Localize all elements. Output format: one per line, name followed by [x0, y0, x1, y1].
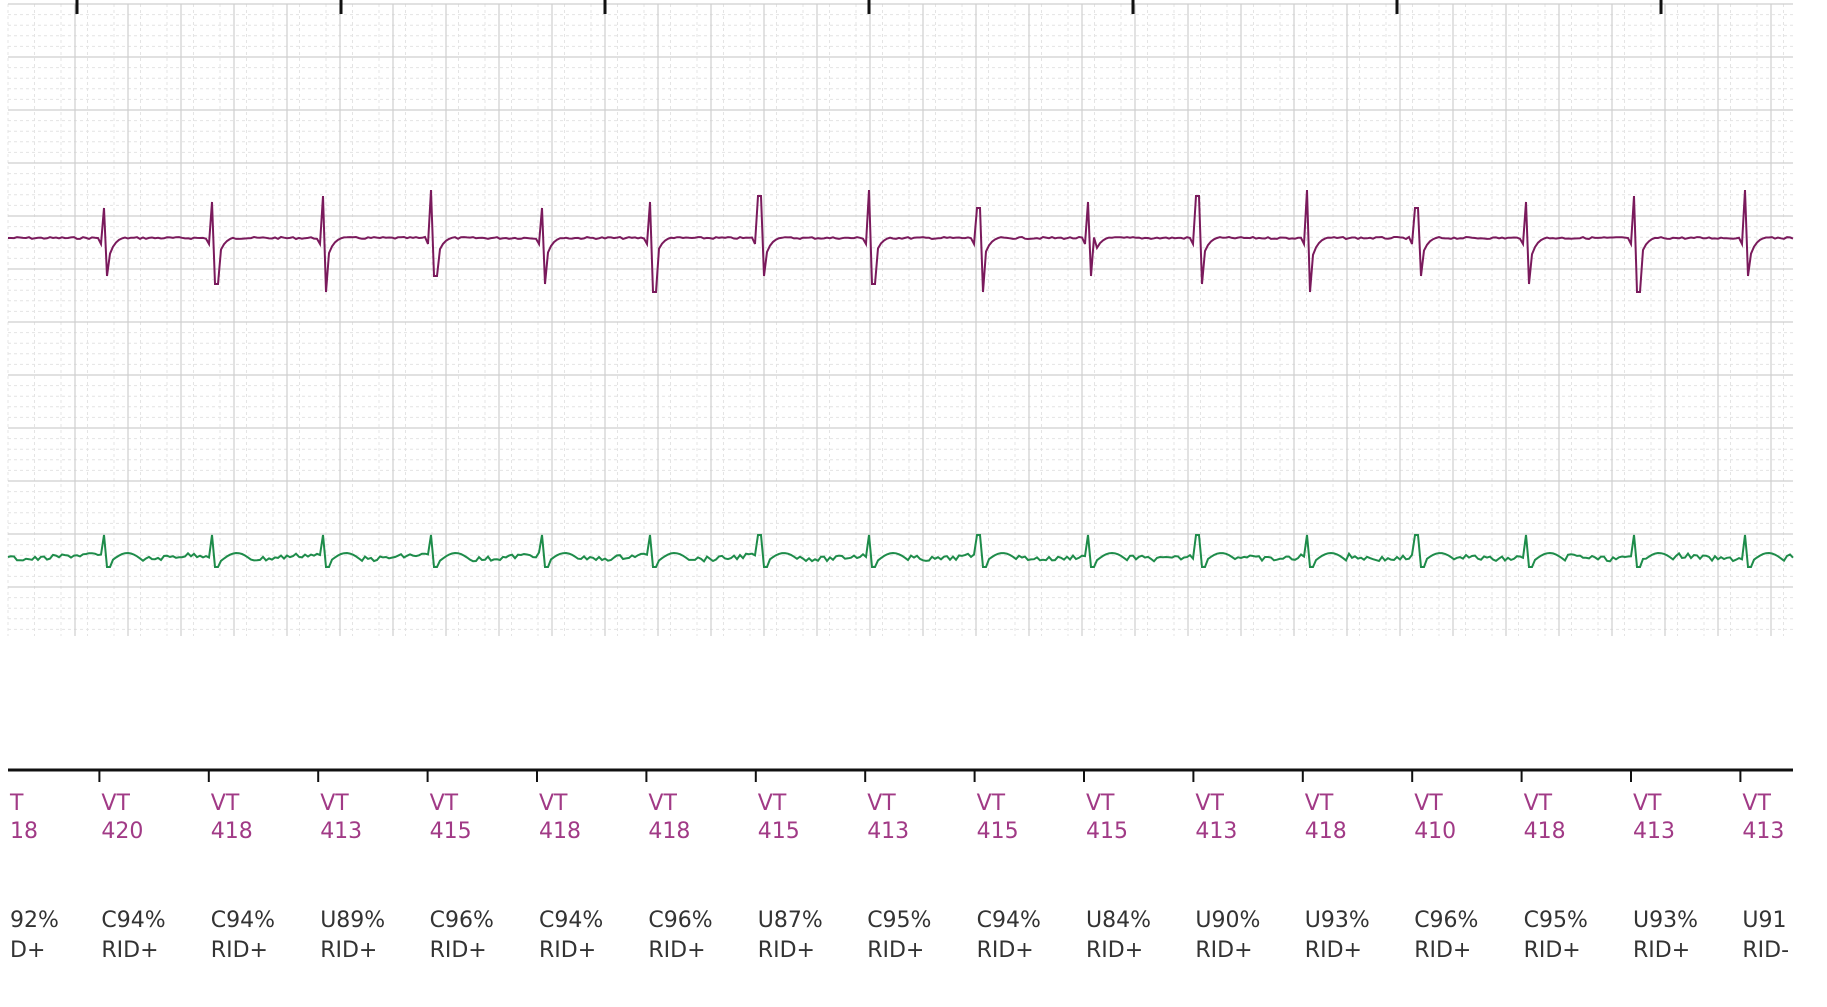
- ecg-trace-channel-2: [7, 534, 1794, 568]
- beat-flag-label: RID+: [1305, 938, 1362, 963]
- beat-flag-label: RID+: [648, 938, 705, 963]
- beat-rhythm-label: VT: [211, 791, 240, 816]
- ecg-grid: [7, 3, 1793, 636]
- beat-flag-label: RID+: [1195, 938, 1252, 963]
- beat-confidence-label: C94%: [977, 908, 1041, 933]
- beat-confidence-label: C96%: [1414, 908, 1478, 933]
- beat-annotation: VT 413 U89% RID+: [320, 791, 385, 963]
- beat-confidence-label: C94%: [211, 908, 275, 933]
- beat-rate-label: 413: [1633, 819, 1675, 844]
- beat-annotation: VT 413 U91 RID-: [1742, 791, 1789, 963]
- beat-flag-label: RID+: [320, 938, 377, 963]
- beat-rhythm-label: VT: [1742, 791, 1771, 816]
- time-ruler-ticks: [75, 0, 1663, 14]
- beat-confidence-label: C95%: [867, 908, 931, 933]
- beat-flag-label: RID+: [1414, 938, 1471, 963]
- beat-rate-label: 413: [1195, 819, 1237, 844]
- beat-annotation: VT 418 C96% RID+: [648, 791, 712, 963]
- beat-confidence-label: U93%: [1633, 908, 1698, 933]
- beat-flag-label: RID+: [1086, 938, 1143, 963]
- beat-confidence-label: U87%: [758, 908, 823, 933]
- beat-rhythm-label: VT: [758, 791, 787, 816]
- beat-annotation: VT 410 C96% RID+: [1414, 791, 1478, 963]
- beat-flag-label: RID+: [430, 938, 487, 963]
- beat-rhythm-label: VT: [430, 791, 459, 816]
- ecg-trace-channel-1: [8, 189, 1794, 293]
- beat-flag-label: RID+: [1524, 938, 1581, 963]
- beat-annotation: VT 418 C94% RID+: [539, 791, 603, 963]
- beat-rate-label: 418: [1305, 819, 1347, 844]
- beat-rate-label: 418: [211, 819, 253, 844]
- beat-rhythm-label: VT: [1524, 791, 1553, 816]
- beat-rate-label: 415: [977, 819, 1019, 844]
- beat-confidence-label: U84%: [1086, 908, 1151, 933]
- beat-rhythm-label: VT: [867, 791, 896, 816]
- beat-annotations: T 18 92% D+ VT 420 C94% RID+ VT 418 C94% RID+ VT 413 U…: [9, 791, 1789, 963]
- beat-confidence-label: C95%: [1524, 908, 1588, 933]
- beat-rhythm-label: VT: [977, 791, 1006, 816]
- beat-flag-label: RID+: [977, 938, 1034, 963]
- beat-rate-label: 418: [539, 819, 581, 844]
- beat-flag-label: D+: [10, 938, 45, 963]
- beat-confidence-label: U93%: [1305, 908, 1370, 933]
- beat-rate-label: 415: [758, 819, 800, 844]
- beat-annotation: VT 415 U84% RID+: [1086, 791, 1151, 963]
- beat-confidence-label: C94%: [101, 908, 165, 933]
- beat-flag-label: RID+: [758, 938, 815, 963]
- beat-flag-label: RID+: [867, 938, 924, 963]
- beat-confidence-label: C94%: [539, 908, 603, 933]
- beat-annotation: VT 413 U93% RID+: [1633, 791, 1698, 963]
- beat-confidence-label: U91: [1742, 908, 1786, 933]
- beat-annotation: VT 413 U90% RID+: [1195, 791, 1260, 963]
- beat-flag-label: RID+: [101, 938, 158, 963]
- beat-confidence-label: 92%: [10, 908, 59, 933]
- beat-annotation: VT 415 U87% RID+: [758, 791, 823, 963]
- beat-rhythm-label: VT: [1195, 791, 1224, 816]
- beat-rate-label: 18: [10, 819, 38, 844]
- beat-rhythm-label: VT: [1086, 791, 1115, 816]
- beat-flag-label: RID+: [1633, 938, 1690, 963]
- beat-rhythm-label: VT: [1414, 791, 1443, 816]
- beat-rate-label: 415: [430, 819, 472, 844]
- beat-flag-label: RID+: [539, 938, 596, 963]
- beat-rate-label: 410: [1414, 819, 1456, 844]
- beat-annotation: VT 418 C94% RID+: [211, 791, 275, 963]
- beat-rhythm-label: VT: [1305, 791, 1334, 816]
- beat-rate-label: 418: [1524, 819, 1566, 844]
- beat-confidence-label: U90%: [1195, 908, 1260, 933]
- beat-rate-label: 418: [648, 819, 690, 844]
- beat-marker-ticks: [98, 770, 1742, 782]
- beat-rhythm-label: T: [9, 791, 24, 816]
- beat-confidence-label: C96%: [648, 908, 712, 933]
- beat-flag-label: RID+: [211, 938, 268, 963]
- beat-annotation: VT 415 C94% RID+: [977, 791, 1041, 963]
- beat-rate-label: 420: [101, 819, 143, 844]
- beat-rhythm-label: VT: [1633, 791, 1662, 816]
- beat-annotation: VT 413 C95% RID+: [867, 791, 931, 963]
- beat-rhythm-label: VT: [539, 791, 568, 816]
- beat-flag-label: RID-: [1742, 938, 1789, 963]
- beat-rhythm-label: VT: [320, 791, 349, 816]
- beat-annotation: T 18 92% D+: [9, 791, 59, 963]
- beat-rate-label: 413: [320, 819, 362, 844]
- beat-annotation: VT 415 C96% RID+: [430, 791, 494, 963]
- beat-annotation: VT 420 C94% RID+: [101, 791, 165, 963]
- beat-rate-label: 413: [1742, 819, 1784, 844]
- beat-rate-label: 415: [1086, 819, 1128, 844]
- beat-rate-label: 413: [867, 819, 909, 844]
- beat-rhythm-label: VT: [648, 791, 677, 816]
- beat-confidence-label: C96%: [430, 908, 494, 933]
- beat-annotation: VT 418 C95% RID+: [1524, 791, 1588, 963]
- beat-annotation: VT 418 U93% RID+: [1305, 791, 1370, 963]
- beat-rhythm-label: VT: [101, 791, 130, 816]
- beat-confidence-label: U89%: [320, 908, 385, 933]
